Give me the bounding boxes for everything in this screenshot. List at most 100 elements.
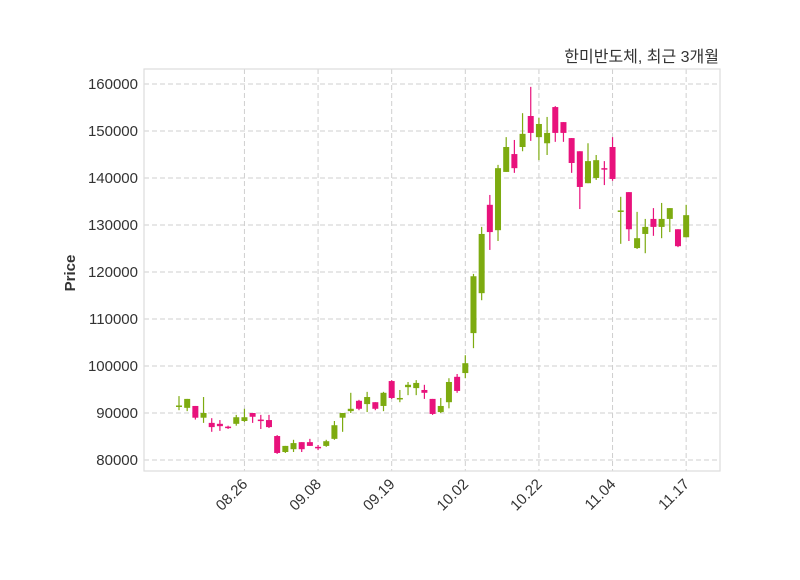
x-tick-label: 09.08 [286,476,325,515]
plot-frame [143,68,721,472]
candle [495,164,502,242]
candle-body [552,107,559,133]
candle [192,405,199,420]
candle [429,398,436,415]
y-tick-label: 90000 [96,405,138,422]
candle [462,355,469,379]
candle-body [331,425,338,439]
candle-body [355,400,362,409]
candle-body [601,168,608,170]
candle [216,420,223,431]
candle [625,192,632,242]
candle-body [282,445,289,453]
candle [609,137,616,181]
candle-body [642,226,649,234]
candle [576,151,583,210]
candle [388,380,395,399]
candle [454,374,461,393]
y-tick-label: 100000 [88,358,138,375]
candle-body [290,443,297,450]
candle-body [396,397,403,400]
candle-body [388,381,395,398]
y-tick-label: 120000 [88,264,138,281]
candle-body [298,442,305,450]
candle [503,137,510,172]
candle [323,439,330,447]
candle-body [323,441,330,446]
candles [176,86,690,454]
candle-body [225,426,232,429]
candle-body [568,138,575,163]
candle-body [429,398,436,414]
candle [306,438,313,446]
candle-body [216,423,223,427]
candle [413,380,420,396]
x-tick-label: 08.26 [213,476,252,515]
x-tick-label: 09.19 [360,476,399,515]
candle [364,391,371,413]
grid-lines [144,69,720,471]
candle [437,397,444,414]
candle [265,414,272,429]
candle [658,202,665,239]
candle-body [339,413,346,418]
candle [650,208,657,236]
candle-body [585,161,591,184]
candle-body [617,210,624,212]
candle [184,398,191,412]
candle-body [511,154,518,169]
candle-body [666,208,673,219]
candle-body [519,133,526,148]
candle-body [176,405,182,407]
y-tick-label: 160000 [88,76,138,93]
candle [674,229,681,248]
candle [200,397,207,423]
candle [249,413,256,423]
candle [527,86,534,141]
candle-body [470,276,477,334]
candle [421,384,428,399]
candle [560,122,567,142]
candle [511,139,518,173]
candle-body [315,446,322,449]
candle-body [560,122,567,133]
y-axis: 80000 90000 100000 110000 120000 130000 140000… [88,76,138,469]
candle-body [503,147,510,172]
y-tick-label: 110000 [89,311,138,328]
candle [315,444,322,451]
candle [339,413,346,432]
candle-body [658,218,665,227]
candle [642,218,649,254]
candle-body [200,413,207,418]
candle-body [683,215,690,238]
candle [601,161,608,186]
candle [372,402,379,411]
candle-body [241,417,248,421]
candle [593,155,600,180]
y-tick-label: 80000 [96,452,138,469]
candle-body [576,151,583,187]
candle-body [364,397,371,405]
candle-body [249,413,256,417]
candle-body [184,398,191,408]
candle-body [413,382,420,389]
candle-body [495,168,502,231]
y-tick-label: 130000 [88,217,138,234]
candle [208,418,215,432]
candle-body [486,204,493,233]
candle [298,442,305,453]
candle-body [674,229,681,247]
candle-body [454,376,461,391]
candle-body [192,405,199,418]
candle-body [208,422,215,428]
candle-body [527,115,534,133]
candle-body [478,233,485,294]
candle [519,113,526,152]
candle [290,439,297,453]
y-tick-label: 150000 [88,123,138,140]
candle-body [274,436,281,453]
chart-title: 한미반도체, 최근 3개월 [564,48,719,66]
y-axis-label: Price [62,255,79,292]
candle [405,381,412,396]
candle [331,420,338,440]
